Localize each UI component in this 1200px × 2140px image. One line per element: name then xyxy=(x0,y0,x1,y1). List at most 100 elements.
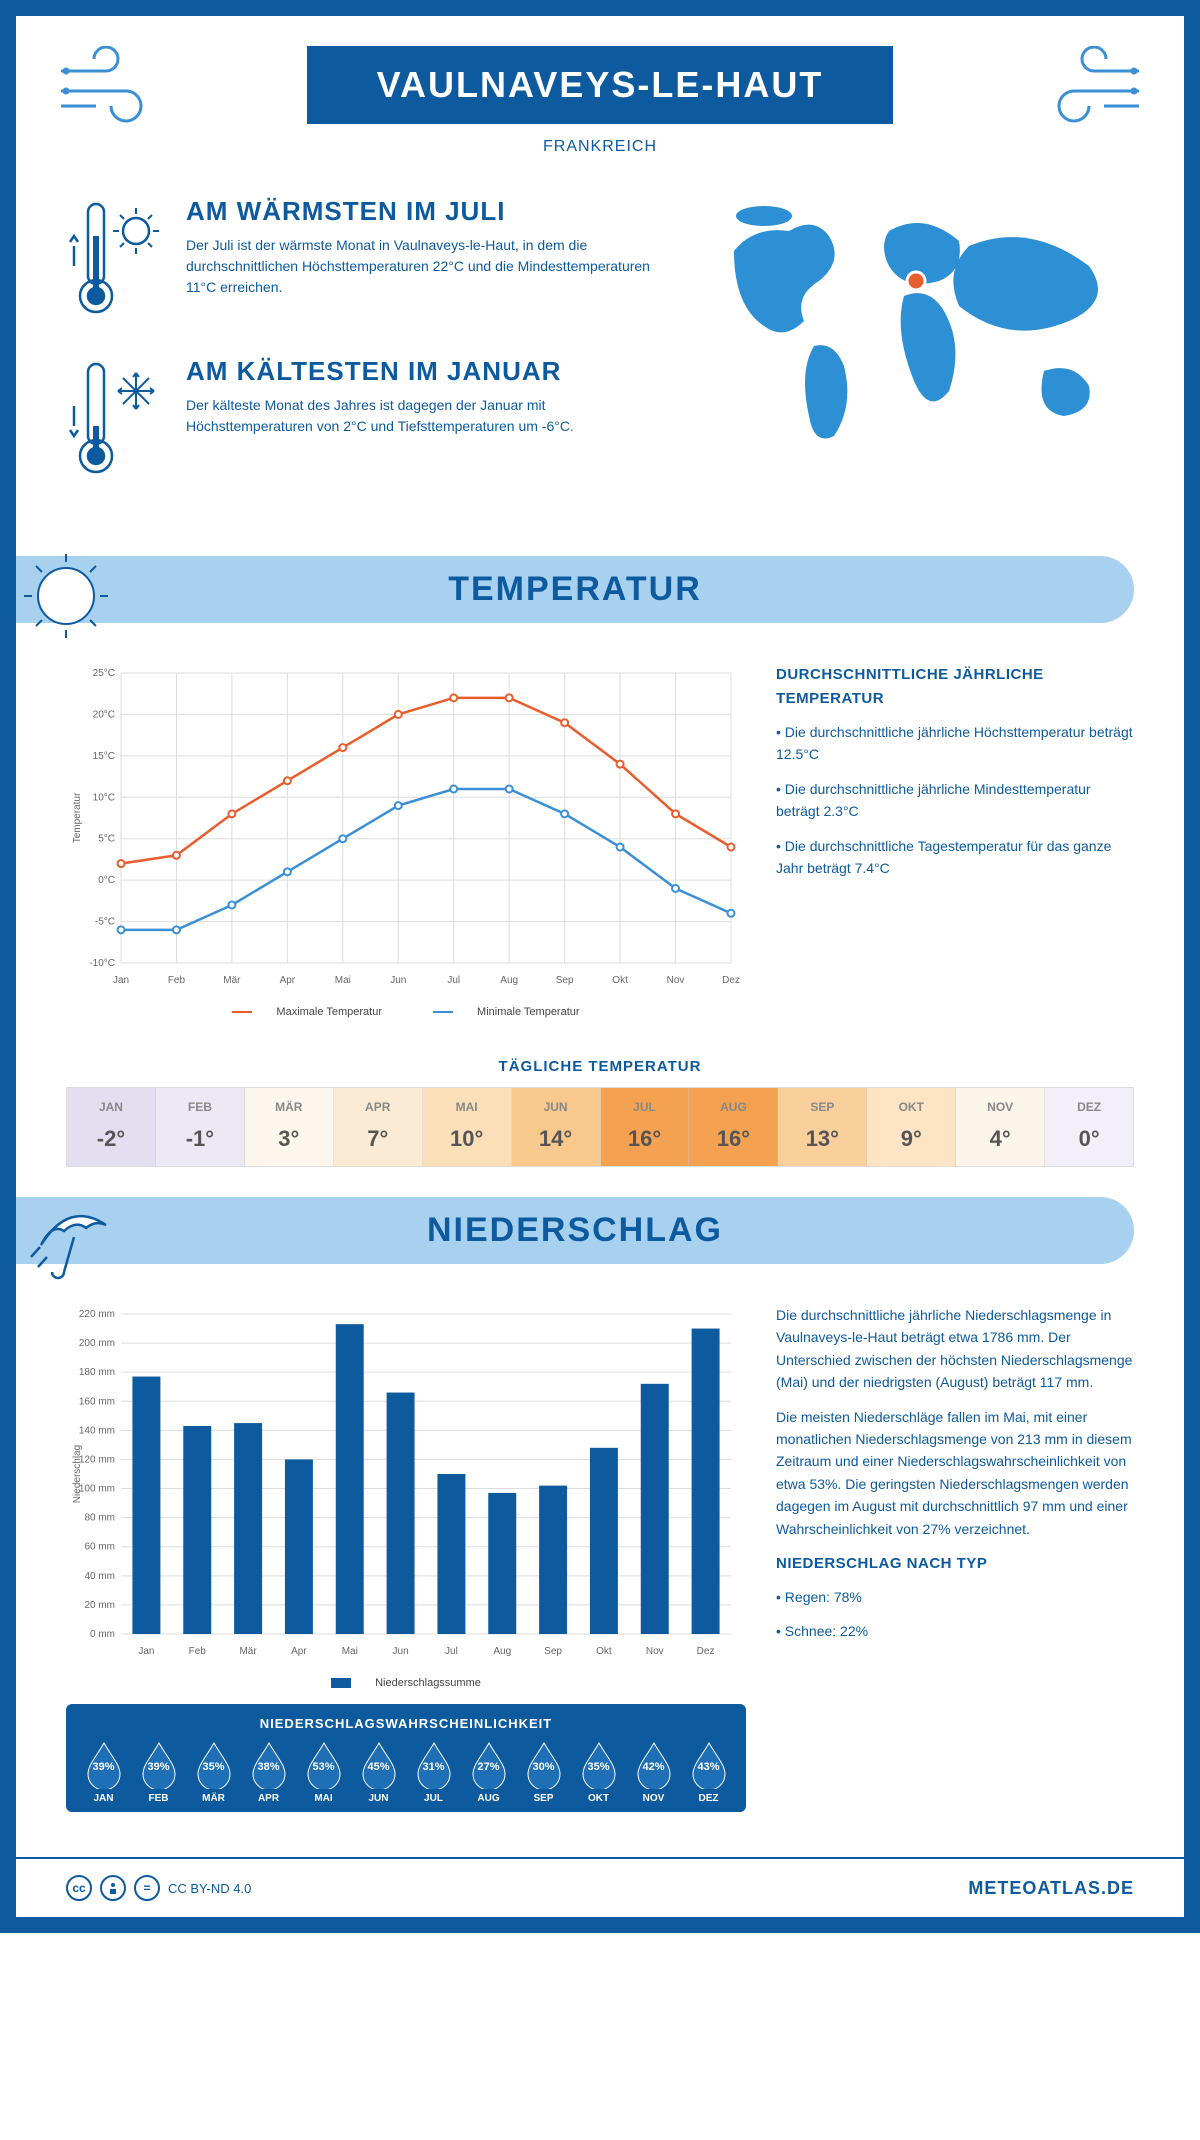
prob-item: 35% OKT xyxy=(579,1741,619,1804)
raindrop-icon: 27% xyxy=(469,1741,509,1789)
svg-text:Mai: Mai xyxy=(342,1646,358,1657)
svg-text:Nov: Nov xyxy=(646,1646,664,1657)
raindrop-icon: 45% xyxy=(359,1741,399,1789)
temperature-title: TEMPERATUR xyxy=(16,570,1134,609)
svg-text:Feb: Feb xyxy=(189,1646,207,1657)
svg-text:Dez: Dez xyxy=(697,1646,715,1657)
bullet: • Die durchschnittliche Tagestemperatur … xyxy=(776,835,1134,880)
svg-text:Jan: Jan xyxy=(138,1646,154,1657)
by-icon xyxy=(100,1875,126,1901)
prob-item: 53% MAI xyxy=(304,1741,344,1804)
wind-icon-right xyxy=(1034,46,1144,126)
svg-text:100 mm: 100 mm xyxy=(79,1484,115,1495)
svg-text:120 mm: 120 mm xyxy=(79,1454,115,1465)
svg-text:5°C: 5°C xyxy=(98,834,115,845)
prob-item: 42% NOV xyxy=(634,1741,674,1804)
prob-title: NIEDERSCHLAGSWAHRSCHEINLICHKEIT xyxy=(76,1716,736,1731)
prob-item: 39% FEB xyxy=(139,1741,179,1804)
precipitation-legend: Niederschlagssumme xyxy=(66,1677,746,1689)
daily-temp-title: TÄGLICHE TEMPERATUR xyxy=(16,1058,1184,1075)
page-title: VAULNAVEYS-LE-HAUT xyxy=(307,46,894,124)
precipitation-section-header: NIEDERSCHLAG xyxy=(16,1197,1134,1264)
infographic-page: VAULNAVEYS-LE-HAUT FRANKREICH AM WÄRMSTE… xyxy=(0,0,1200,1933)
precipitation-side-text: Die durchschnittliche jährliche Niedersc… xyxy=(776,1304,1134,1812)
daily-cell: JUL16° xyxy=(601,1088,690,1166)
precipitation-probability-box: NIEDERSCHLAGSWAHRSCHEINLICHKEIT 39% JAN … xyxy=(66,1704,746,1812)
svg-text:-10°C: -10°C xyxy=(89,958,115,969)
prob-item: 43% DEZ xyxy=(689,1741,729,1804)
intro-section: AM WÄRMSTEN IM JULI Der Juli ist der wär… xyxy=(16,171,1184,546)
coldest-title: AM KÄLTESTEN IM JANUAR xyxy=(186,356,674,387)
svg-text:40 mm: 40 mm xyxy=(84,1571,115,1582)
svg-text:Jul: Jul xyxy=(445,1646,458,1657)
svg-text:160 mm: 160 mm xyxy=(79,1396,115,1407)
thermometer-hot-icon xyxy=(66,196,166,331)
svg-text:220 mm: 220 mm xyxy=(79,1309,115,1320)
wind-icon-left xyxy=(56,46,166,126)
svg-text:80 mm: 80 mm xyxy=(84,1513,115,1524)
svg-text:25°C: 25°C xyxy=(93,668,115,679)
svg-text:0°C: 0°C xyxy=(98,875,115,886)
nd-icon: = xyxy=(134,1875,160,1901)
svg-text:Feb: Feb xyxy=(168,975,186,986)
prob-item: 31% JUL xyxy=(414,1741,454,1804)
raindrop-icon: 35% xyxy=(579,1741,619,1789)
svg-text:Aug: Aug xyxy=(500,975,518,986)
daily-cell: MÄR3° xyxy=(245,1088,334,1166)
bullet: • Regen: 78% xyxy=(776,1586,1134,1608)
daily-cell: DEZ0° xyxy=(1045,1088,1133,1166)
coldest-fact: AM KÄLTESTEN IM JANUAR Der kälteste Mona… xyxy=(66,356,674,491)
thermometer-cold-icon xyxy=(66,356,166,491)
svg-text:Dez: Dez xyxy=(722,975,740,986)
svg-text:Mär: Mär xyxy=(239,1646,257,1657)
warmest-text: Der Juli ist der wärmste Monat in Vaulna… xyxy=(186,235,674,298)
svg-text:Aug: Aug xyxy=(493,1646,511,1657)
svg-text:Nov: Nov xyxy=(667,975,685,986)
svg-text:0 mm: 0 mm xyxy=(90,1629,115,1640)
daily-cell: OKT9° xyxy=(867,1088,956,1166)
svg-text:Jan: Jan xyxy=(113,975,129,986)
svg-text:Temperatur: Temperatur xyxy=(72,792,83,843)
coldest-text: Der kälteste Monat des Jahres ist dagege… xyxy=(186,395,674,437)
svg-text:Jul: Jul xyxy=(447,975,460,986)
svg-text:Niederschlag: Niederschlag xyxy=(72,1445,83,1503)
page-subtitle: FRANKREICH xyxy=(46,138,1154,156)
svg-text:Apr: Apr xyxy=(291,1646,307,1657)
svg-text:Jun: Jun xyxy=(393,1646,409,1657)
svg-text:Apr: Apr xyxy=(280,975,296,986)
svg-text:Mär: Mär xyxy=(223,975,241,986)
svg-text:Sep: Sep xyxy=(556,975,574,986)
svg-text:140 mm: 140 mm xyxy=(79,1425,115,1436)
svg-text:60 mm: 60 mm xyxy=(84,1542,115,1553)
svg-text:-5°C: -5°C xyxy=(95,917,115,928)
daily-cell: AUG16° xyxy=(689,1088,778,1166)
daily-cell: NOV4° xyxy=(956,1088,1045,1166)
precipitation-bar-chart: 0 mm 20 mm 40 mm 60 mm 80 mm 100 mm 120 mm 140 … xyxy=(66,1304,746,1664)
prob-item: 45% JUN xyxy=(359,1741,399,1804)
prob-item: 27% AUG xyxy=(469,1741,509,1804)
precipitation-body: 0 mm 20 mm 40 mm 60 mm 80 mm 100 mm 120 mm 140 … xyxy=(16,1284,1184,1832)
svg-text:200 mm: 200 mm xyxy=(79,1338,115,1349)
svg-text:20°C: 20°C xyxy=(93,709,115,720)
raindrop-icon: 30% xyxy=(524,1741,564,1789)
daily-cell: JUN14° xyxy=(512,1088,601,1166)
daily-cell: MAI10° xyxy=(423,1088,512,1166)
daily-cell: JAN-2° xyxy=(67,1088,156,1166)
raindrop-icon: 35% xyxy=(194,1741,234,1789)
svg-text:Okt: Okt xyxy=(612,975,628,986)
warmest-fact: AM WÄRMSTEN IM JULI Der Juli ist der wär… xyxy=(66,196,674,331)
prob-item: 39% JAN xyxy=(84,1741,124,1804)
svg-text:Jun: Jun xyxy=(390,975,406,986)
precipitation-title: NIEDERSCHLAG xyxy=(16,1211,1134,1250)
header: VAULNAVEYS-LE-HAUT FRANKREICH xyxy=(16,16,1184,171)
raindrop-icon: 42% xyxy=(634,1741,674,1789)
raindrop-icon: 53% xyxy=(304,1741,344,1789)
svg-text:20 mm: 20 mm xyxy=(84,1600,115,1611)
temperature-legend: Maximale Temperatur Minimale Temperatur xyxy=(66,1006,746,1018)
prob-item: 38% APR xyxy=(249,1741,289,1804)
svg-text:Okt: Okt xyxy=(596,1646,612,1657)
raindrop-icon: 39% xyxy=(139,1741,179,1789)
temperature-body: -10°C-5°C0°C5°C10°C15°C20°C25°CJanFebMär… xyxy=(16,643,1184,1038)
license: cc = CC BY-ND 4.0 xyxy=(66,1875,251,1901)
cc-icon: cc xyxy=(66,1875,92,1901)
